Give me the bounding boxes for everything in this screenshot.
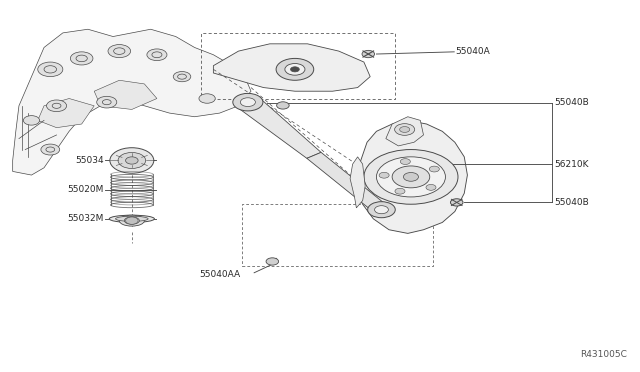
Circle shape [362,50,374,58]
Circle shape [379,172,389,178]
Text: 56210K: 56210K [555,160,589,169]
Circle shape [114,48,125,54]
Circle shape [47,100,67,112]
Circle shape [400,158,410,164]
Circle shape [399,126,410,132]
Circle shape [285,64,305,75]
Circle shape [147,49,167,61]
Circle shape [233,93,263,111]
Circle shape [152,52,162,58]
Polygon shape [386,117,424,146]
Text: 55040B: 55040B [555,98,589,108]
Text: 55040B: 55040B [555,198,589,207]
Circle shape [102,100,111,105]
Polygon shape [237,97,321,158]
Circle shape [276,102,289,109]
Circle shape [291,67,300,72]
Polygon shape [38,99,94,128]
Text: R431005C: R431005C [580,350,627,359]
Ellipse shape [116,216,148,221]
Circle shape [266,258,278,265]
Text: 55032M: 55032M [67,214,104,223]
Circle shape [426,185,436,190]
Circle shape [241,98,255,106]
Text: 55040A: 55040A [456,47,490,56]
Polygon shape [350,157,365,208]
Polygon shape [355,121,467,233]
Circle shape [70,52,93,65]
Circle shape [395,188,405,194]
Circle shape [199,94,215,103]
Circle shape [23,116,40,125]
Ellipse shape [124,217,140,224]
Circle shape [110,148,154,173]
Circle shape [451,199,463,206]
Circle shape [46,147,54,152]
Circle shape [367,202,396,218]
Text: 55034: 55034 [75,156,104,165]
Circle shape [395,124,415,135]
Circle shape [38,62,63,77]
Text: 55040AA: 55040AA [200,270,241,279]
Polygon shape [13,29,251,175]
Circle shape [118,153,146,169]
Polygon shape [94,80,157,109]
Circle shape [44,66,56,73]
Circle shape [374,206,388,214]
Circle shape [76,55,87,62]
Circle shape [429,166,439,172]
Text: 55020M: 55020M [67,185,104,194]
Circle shape [403,173,419,181]
Circle shape [376,157,445,197]
Circle shape [276,58,314,80]
Ellipse shape [109,215,154,222]
Circle shape [173,71,191,82]
Ellipse shape [119,215,145,226]
Circle shape [125,157,138,164]
Circle shape [97,96,116,108]
Circle shape [108,45,131,58]
Circle shape [52,103,61,108]
Circle shape [125,217,138,224]
Circle shape [178,74,186,79]
Circle shape [392,166,430,188]
Polygon shape [307,153,388,213]
Polygon shape [213,44,370,91]
Circle shape [41,144,60,155]
Circle shape [364,150,458,204]
